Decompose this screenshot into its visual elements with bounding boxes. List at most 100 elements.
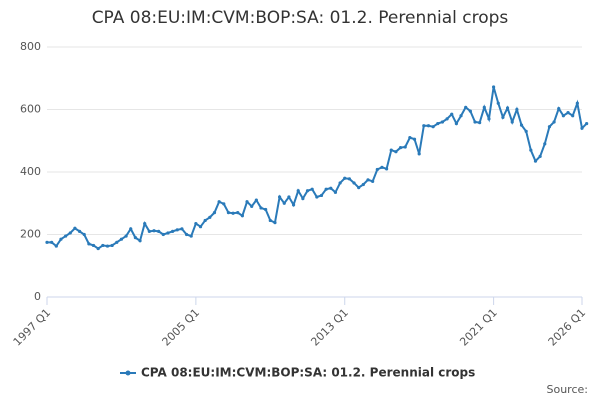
- data-point: [101, 243, 105, 248]
- x-tick-label: 1997 Q1: [11, 306, 54, 349]
- data-point: [436, 121, 440, 126]
- source: Source:: [547, 383, 589, 396]
- data-point: [575, 101, 579, 105]
- data-point: [385, 167, 389, 171]
- data-point: [110, 243, 114, 248]
- x-tick-label: 2021 Q1: [457, 306, 500, 349]
- data-point: [468, 109, 472, 113]
- data-point: [552, 120, 556, 124]
- data-point: [129, 227, 133, 231]
- data-point: [124, 234, 128, 238]
- y-tick-label: 800: [20, 40, 41, 53]
- chart-title: CPA 08:EU:IM:CVM:BOP:SA: 01.2. Perennial…: [92, 8, 509, 28]
- data-point: [571, 114, 575, 118]
- data-point: [524, 129, 528, 133]
- data-point: [217, 200, 221, 204]
- data-point: [543, 142, 547, 146]
- data-point: [440, 120, 445, 124]
- data-point: [282, 201, 286, 205]
- data-point: [82, 232, 86, 237]
- data-point: [422, 124, 426, 128]
- data-point: [333, 190, 338, 194]
- data-point: [580, 126, 584, 130]
- data-point: [585, 121, 589, 126]
- data-point: [296, 189, 300, 193]
- data-point: [143, 221, 147, 226]
- data-point: [68, 231, 72, 235]
- data-point: [305, 189, 310, 193]
- data-point: [278, 195, 282, 199]
- data-point: [175, 228, 179, 232]
- data-point: [161, 232, 165, 237]
- data-point: [315, 195, 319, 199]
- data-point: [510, 120, 514, 124]
- data-point: [250, 204, 254, 208]
- data-point: [515, 107, 519, 112]
- data-point: [459, 114, 463, 118]
- data-point: [352, 181, 356, 185]
- y-tick-label: 0: [34, 290, 41, 303]
- y-tick-label: 600: [20, 103, 41, 116]
- data-point: [412, 137, 417, 141]
- data-point: [538, 154, 542, 158]
- data-point: [557, 106, 561, 111]
- data-point: [64, 234, 68, 238]
- data-point: [245, 200, 249, 204]
- data-point: [492, 85, 496, 89]
- data-point: [240, 214, 244, 218]
- legend-label: CPA 08:EU:IM:CVM:BOP:SA: 01.2. Perennial…: [141, 366, 475, 380]
- data-point: [329, 186, 333, 190]
- data-point: [133, 236, 137, 240]
- data-point: [533, 159, 538, 163]
- data-point: [119, 237, 124, 241]
- data-point: [566, 111, 570, 115]
- data-point: [319, 193, 324, 198]
- data-point: [417, 152, 421, 156]
- data-point: [291, 203, 296, 207]
- data-point: [398, 146, 403, 150]
- data-point: [496, 101, 500, 105]
- data-point: [115, 240, 119, 244]
- x-tick-label: 2005 Q1: [160, 306, 203, 349]
- data-point: [273, 221, 277, 225]
- data-point: [152, 229, 156, 233]
- data-point: [87, 242, 91, 246]
- data-point: [259, 206, 263, 210]
- data-point: [343, 176, 347, 180]
- data-point: [529, 148, 533, 152]
- data-point: [361, 182, 365, 187]
- data-point: [138, 239, 142, 243]
- series-line: [47, 86, 588, 250]
- data-point: [445, 117, 449, 121]
- data-point: [203, 218, 207, 223]
- y-tick-label: 400: [20, 165, 41, 178]
- data-point: [403, 145, 407, 149]
- data-point: [268, 218, 272, 223]
- data-point: [50, 240, 54, 244]
- data-point: [375, 167, 379, 172]
- data-point: [59, 237, 63, 241]
- data-point: [212, 211, 217, 215]
- x-tick-label: 2026 Q1: [546, 306, 589, 349]
- data-point: [208, 215, 212, 219]
- data-point: [464, 105, 468, 109]
- data-point: [450, 112, 454, 116]
- data-point: [226, 211, 231, 215]
- data-point: [54, 244, 58, 248]
- data-point: [73, 226, 77, 230]
- legend-marker: [125, 370, 131, 376]
- data-point: [157, 229, 161, 233]
- data-point: [198, 225, 203, 229]
- data-point: [547, 125, 552, 129]
- data-point: [478, 121, 482, 125]
- data-point: [236, 211, 240, 215]
- data-point: [254, 198, 258, 202]
- data-point: [287, 195, 291, 199]
- y-tick-label: 200: [20, 228, 41, 241]
- data-point: [189, 234, 193, 238]
- data-point: [96, 246, 100, 251]
- x-tick-label: 2013 Q1: [308, 306, 351, 349]
- data-point: [357, 186, 361, 190]
- data-point: [338, 181, 342, 185]
